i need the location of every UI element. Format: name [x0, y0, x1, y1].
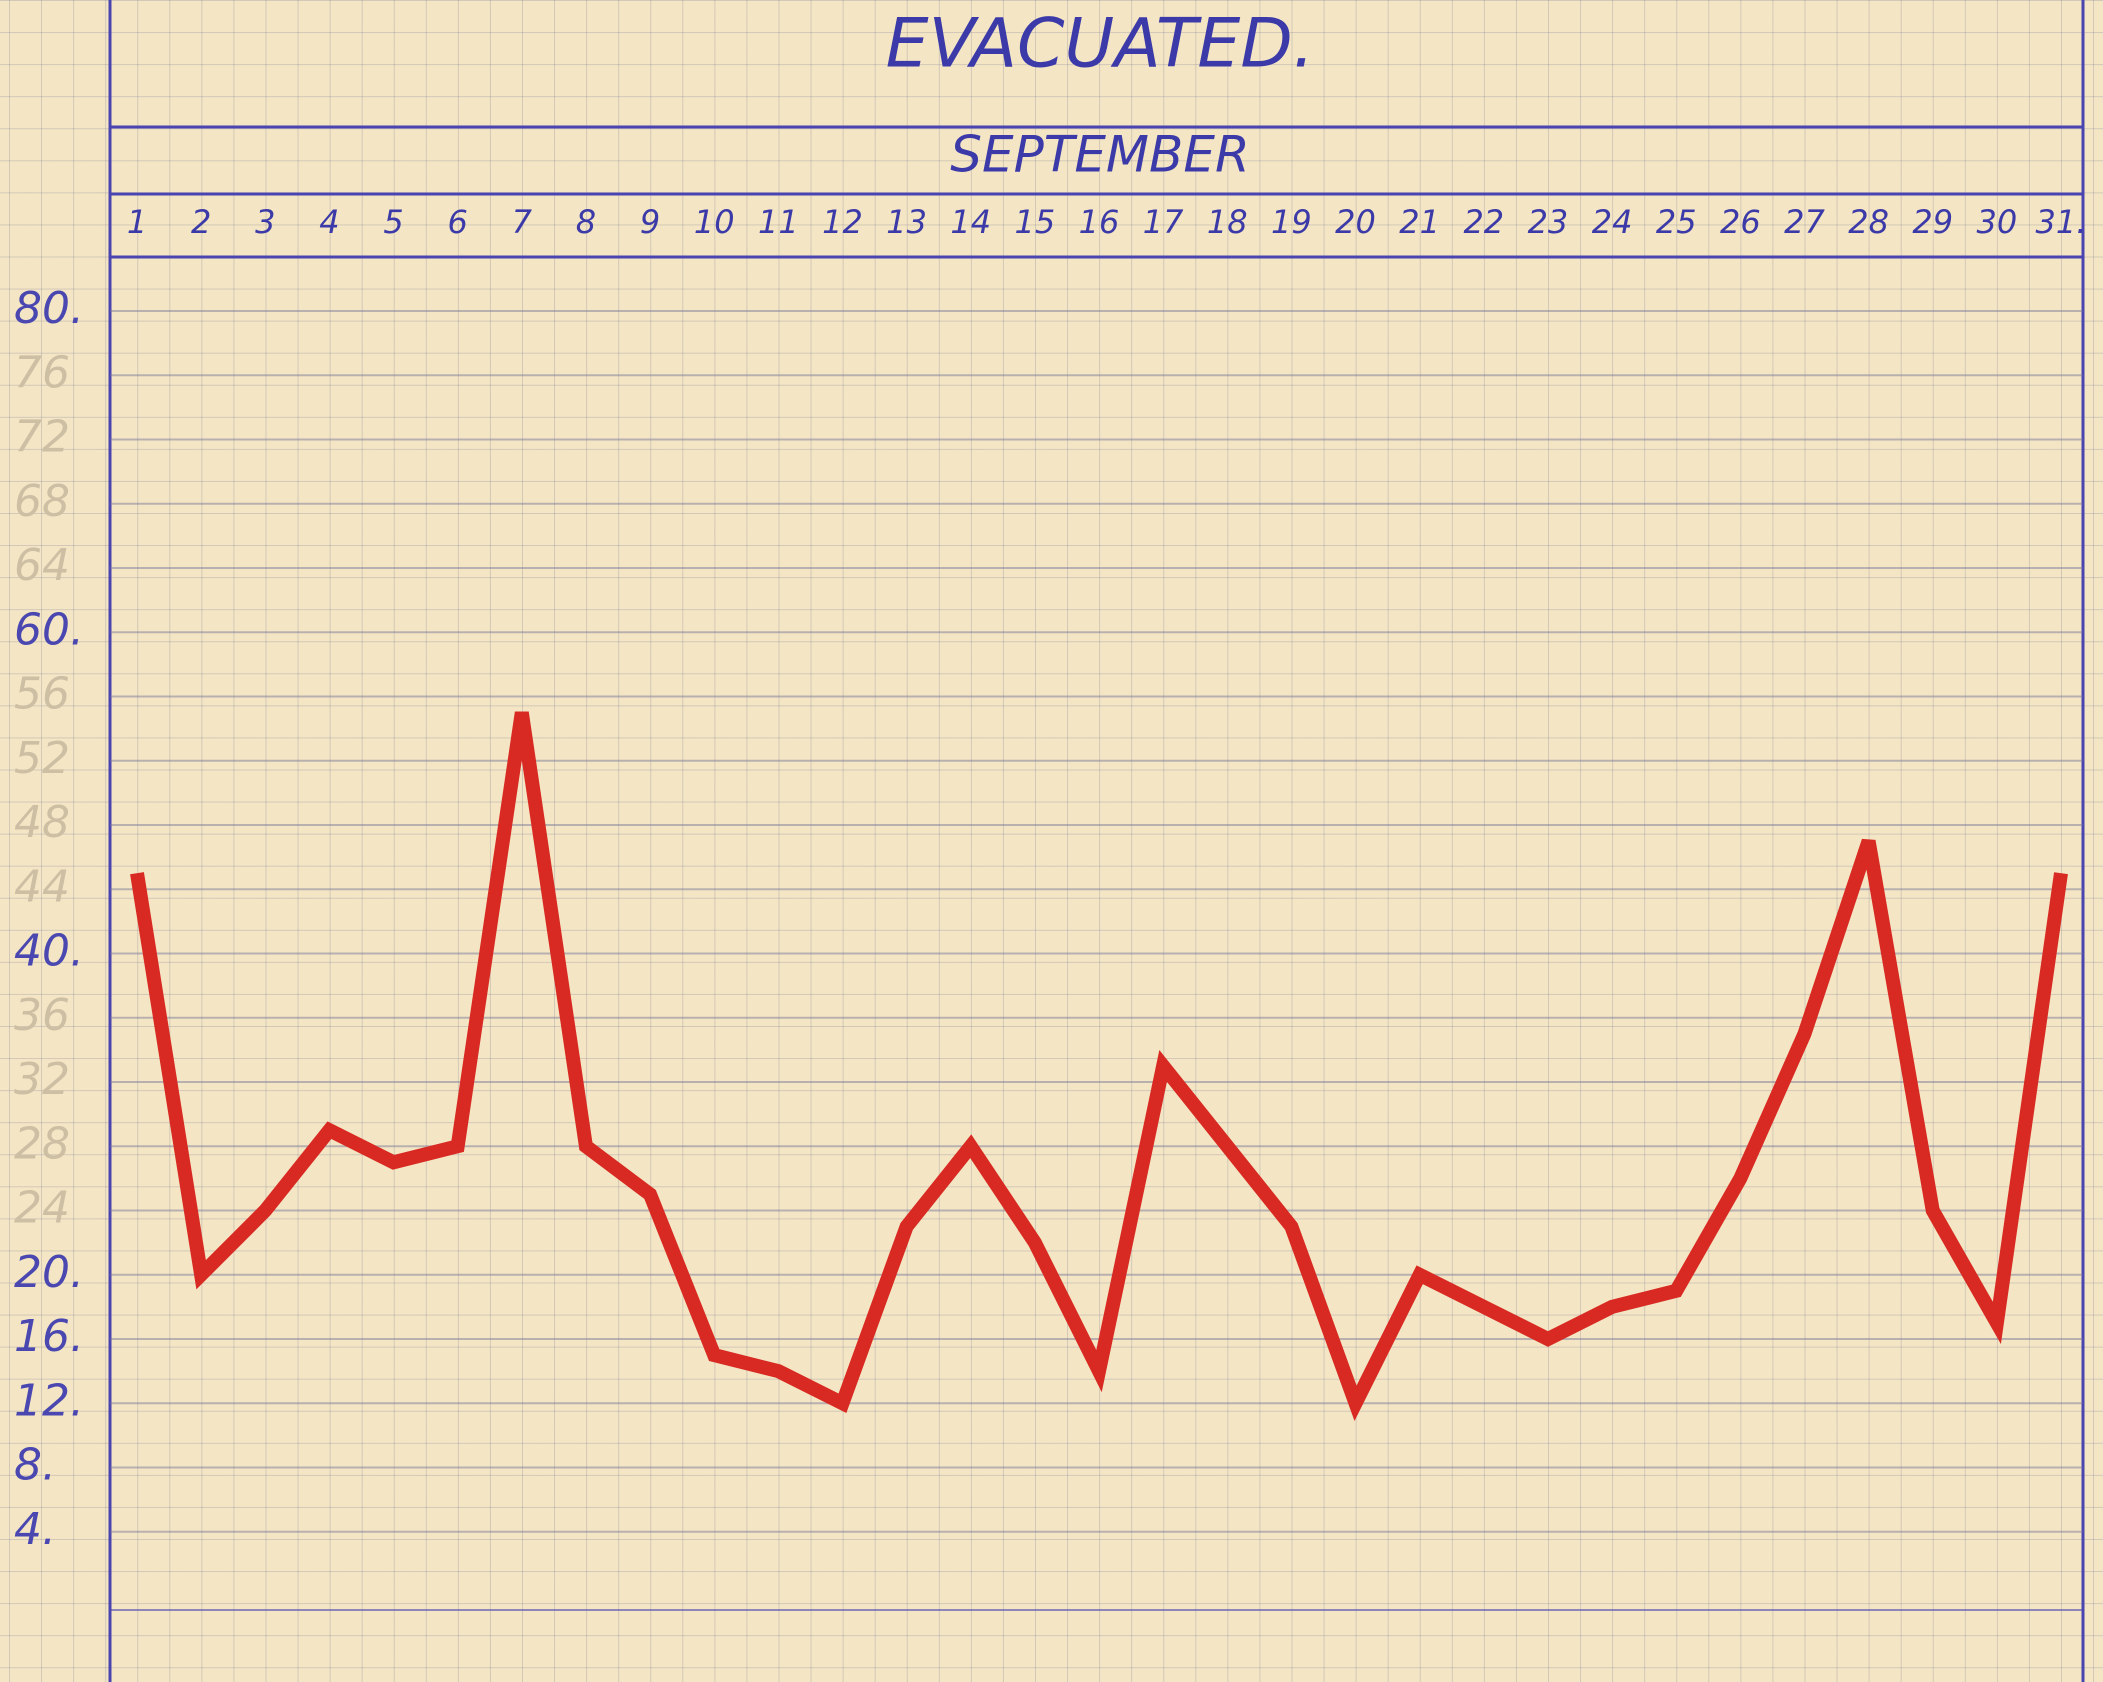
y-tick-label: 44 — [14, 861, 70, 912]
y-tick-label: 36 — [14, 990, 70, 1041]
y-tick-label: 64 — [14, 540, 70, 591]
x-tick-label: 23 — [1528, 203, 1569, 241]
x-tick-label: 4 — [319, 203, 339, 241]
chart-subtitle: SEPTEMBER — [950, 126, 1249, 184]
x-tick-label: 27 — [1784, 203, 1825, 241]
x-tick-label: 29 — [1912, 203, 1953, 241]
y-tick-label: 72 — [14, 412, 70, 463]
x-tick-label: 1 — [127, 203, 147, 241]
y-tick-label: 32 — [14, 1054, 70, 1105]
x-tick-label: 13 — [886, 203, 927, 241]
y-tick-label: 20. — [14, 1247, 84, 1298]
x-tick-label: 5 — [383, 203, 403, 241]
x-tick-label: 19 — [1271, 203, 1312, 241]
x-tick-label: 11 — [758, 203, 799, 241]
x-tick-label: 20 — [1335, 203, 1376, 241]
x-tick-label: 18 — [1207, 203, 1248, 241]
x-tick-label: 31. — [2036, 203, 2087, 241]
data-line — [137, 713, 2061, 1404]
y-tick-label: 8. — [14, 1440, 56, 1491]
y-tick-label: 80. — [14, 283, 84, 334]
y-tick-label: 48 — [14, 797, 70, 848]
x-tick-label: 22 — [1463, 203, 1504, 241]
x-tick-label: 14 — [950, 203, 991, 241]
y-tick-label: 76 — [14, 347, 70, 398]
y-tick-label: 40. — [14, 926, 84, 977]
chart: EVACUATED. SEPTEMBER 4.8.12.16.20.242832… — [0, 0, 2103, 1682]
x-tick-label: 28 — [1848, 203, 1889, 241]
x-tick-label: 30 — [1977, 203, 2018, 241]
x-tick-label: 24 — [1592, 203, 1633, 241]
y-tick-label: 12. — [14, 1375, 84, 1426]
x-tick-label: 25 — [1656, 203, 1697, 241]
y-tick-label: 24 — [14, 1183, 70, 1234]
y-tick-label: 68 — [14, 476, 70, 527]
x-tick-label: 26 — [1720, 203, 1761, 241]
y-tick-label: 16. — [14, 1311, 84, 1362]
x-tick-label: 2 — [191, 203, 211, 241]
y-tick-label: 4. — [14, 1504, 56, 1555]
x-tick-label: 21 — [1399, 203, 1440, 241]
y-tick-label: 56 — [14, 669, 70, 720]
x-tick-label: 3 — [255, 203, 275, 241]
y-tick-label: 28 — [14, 1118, 70, 1169]
x-tick-label: 8 — [576, 203, 596, 241]
x-tick-label: 16 — [1079, 203, 1120, 241]
x-tick-label: 7 — [512, 203, 533, 241]
y-tick-label: 60. — [14, 604, 84, 655]
frame — [110, 0, 2083, 1682]
chart-title: EVACUATED. — [886, 5, 1315, 84]
x-tick-label: 6 — [447, 203, 467, 241]
x-tick-label: 10 — [694, 203, 735, 241]
x-tick-label: 15 — [1015, 203, 1056, 241]
x-tick-label: 12 — [822, 203, 863, 241]
x-tick-label: 17 — [1143, 203, 1184, 241]
x-tick-label: 9 — [640, 203, 660, 241]
y-tick-label: 52 — [14, 733, 70, 784]
